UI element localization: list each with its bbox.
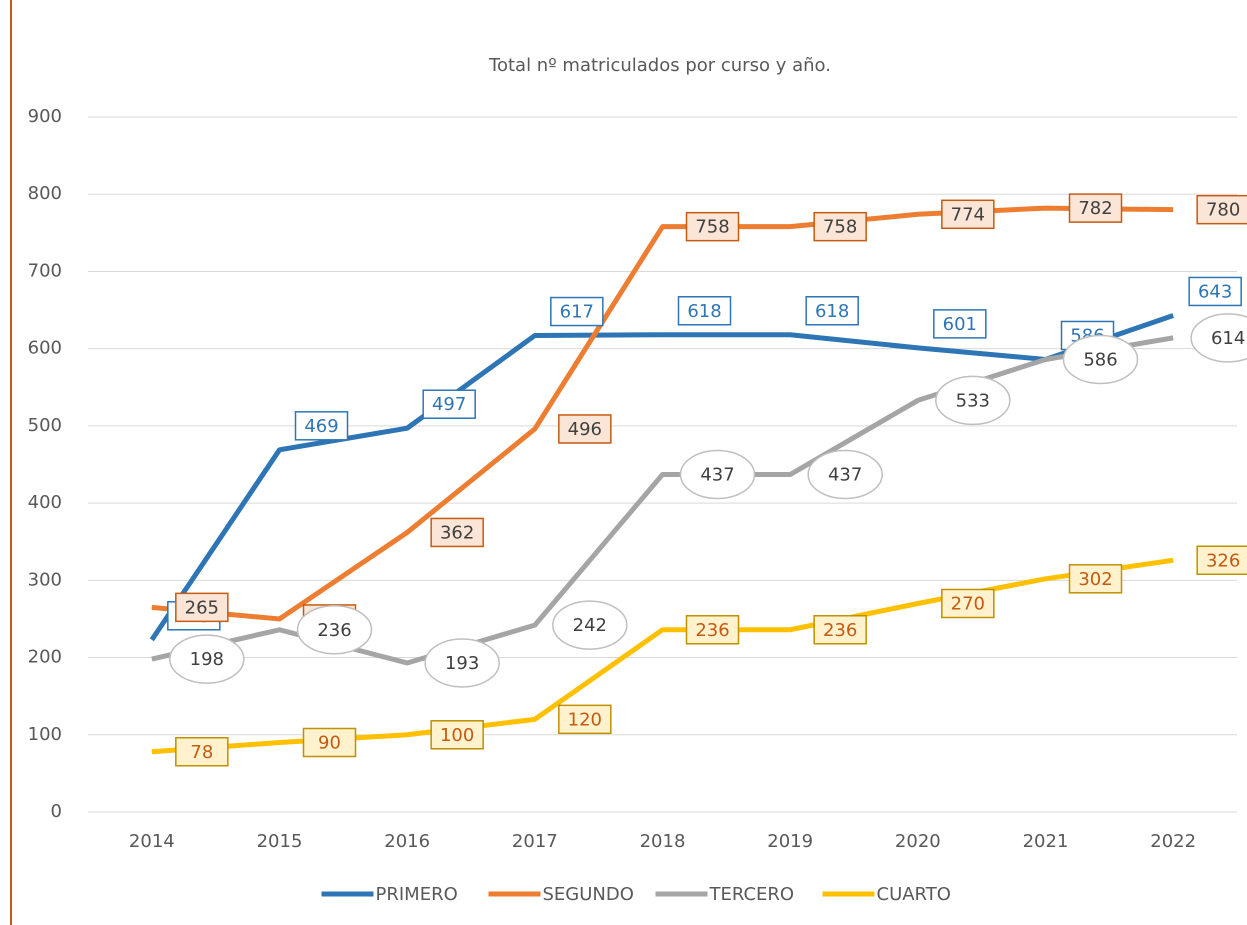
data-label-box — [175, 592, 229, 623]
data-label-box — [813, 211, 867, 242]
x-tick-label: 2020 — [895, 831, 941, 852]
data-label-box — [935, 375, 1011, 426]
data-label-box — [685, 615, 740, 645]
x-tick-label: 2016 — [384, 831, 430, 852]
data-label-box — [1068, 193, 1123, 223]
data-label-box — [430, 720, 484, 750]
series-line — [151, 205, 1174, 622]
data-label: 618 — [815, 301, 849, 322]
data-label-box — [1188, 276, 1242, 307]
data-label: 601 — [943, 314, 977, 335]
data-label: 782 — [1078, 198, 1112, 219]
data-label: 774 — [951, 204, 985, 225]
data-label: 120 — [568, 709, 602, 730]
data-label-box — [422, 389, 476, 419]
legend-label: SEGUNDO — [543, 884, 634, 905]
legend-label: TERCERO — [709, 884, 795, 905]
data-label: 533 — [956, 390, 990, 411]
x-tick-label: 2018 — [640, 831, 686, 852]
data-label: 437 — [828, 465, 862, 486]
data-label-box — [550, 296, 604, 327]
x-tick-label: 2022 — [1150, 831, 1196, 852]
data-label-box — [552, 600, 628, 650]
data-label: 236 — [317, 620, 351, 641]
data-label: 496 — [568, 419, 602, 440]
x-tick-label: 2014 — [129, 831, 175, 852]
data-label-box — [1190, 313, 1247, 363]
data-label: 437 — [700, 465, 734, 486]
data-label: 236 — [823, 620, 857, 641]
data-label: 270 — [951, 594, 985, 615]
y-tick-label: 100 — [28, 724, 62, 745]
data-label: 614 — [1211, 328, 1245, 349]
data-label: 758 — [695, 217, 729, 238]
data-label: 586 — [1083, 349, 1117, 370]
data-label: 643 — [1198, 281, 1232, 302]
data-label-box — [679, 449, 756, 500]
data-label-box — [175, 737, 229, 767]
data-label-box — [813, 615, 867, 645]
y-tick-label: 600 — [28, 338, 62, 359]
data-label-box — [933, 309, 987, 339]
data-label-box — [1068, 564, 1123, 594]
data-label-box — [169, 634, 245, 684]
chart-title: Total nº matriculados por curso y año. — [488, 55, 831, 76]
x-tick-label: 2021 — [1023, 831, 1069, 852]
data-label: 617 — [560, 302, 594, 323]
y-tick-label: 800 — [28, 183, 62, 204]
data-label-box — [294, 411, 349, 441]
x-tick-label: 2019 — [767, 831, 813, 852]
data-label: 193 — [445, 653, 479, 674]
data-label: 780 — [1206, 200, 1240, 221]
data-label-box — [677, 296, 732, 326]
legend-label: PRIMERO — [376, 884, 458, 905]
data-label-box — [941, 588, 995, 619]
y-tick-label: 900 — [28, 106, 62, 127]
data-label-box — [296, 605, 373, 655]
data-label: 758 — [823, 217, 857, 238]
data-label-box — [805, 296, 859, 326]
data-label-box — [685, 211, 740, 242]
data-label: 326 — [1206, 550, 1240, 571]
legend-label: CUARTO — [877, 884, 951, 905]
y-tick-label: 300 — [28, 569, 62, 590]
y-tick-label: 700 — [28, 260, 62, 281]
data-label: 362 — [440, 522, 474, 543]
data-label-box — [1196, 545, 1247, 576]
data-label: 242 — [573, 615, 607, 636]
x-tick-label: 2017 — [512, 831, 558, 852]
data-label-box — [424, 638, 500, 688]
x-tick-label: 2015 — [257, 831, 303, 852]
data-label: 302 — [1078, 569, 1112, 590]
data-label-box — [558, 704, 612, 735]
data-label: 618 — [687, 301, 721, 322]
y-tick-label: 200 — [28, 647, 62, 668]
data-label-box — [1062, 334, 1139, 385]
data-label: 265 — [185, 597, 219, 618]
series-line — [149, 313, 1174, 642]
data-label: 90 — [318, 733, 341, 754]
data-label-box — [941, 199, 995, 230]
data-label: 469 — [304, 416, 338, 437]
data-label-box — [302, 727, 357, 758]
data-label-box — [558, 414, 612, 444]
y-tick-label: 0 — [51, 801, 62, 822]
data-label: 100 — [440, 725, 474, 746]
data-label-box — [807, 449, 883, 500]
data-label: 78 — [190, 742, 213, 763]
y-tick-label: 500 — [28, 415, 62, 436]
data-label-box — [1196, 194, 1247, 225]
data-label: 198 — [190, 649, 224, 670]
data-label-box — [430, 517, 484, 548]
y-tick-label: 400 — [28, 492, 62, 513]
data-label: 497 — [432, 394, 466, 415]
data-label: 236 — [695, 620, 729, 641]
